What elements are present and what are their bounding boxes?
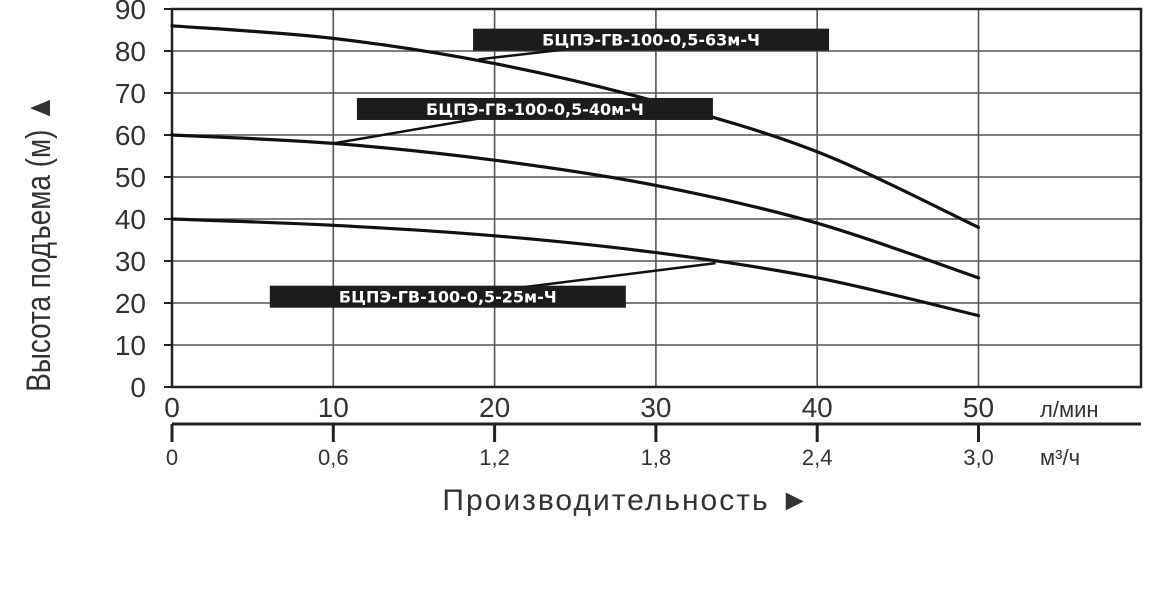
y-tick-label: 30 [115,246,146,277]
x-axis-label: Производительность ► [442,484,811,517]
y-tick-label: 80 [115,36,146,67]
y-tick-label: 70 [115,78,146,109]
curves [170,24,981,318]
x-tick-label-secondary: 2,4 [802,445,833,470]
series-label-1: БЦПЭ-ГВ-100-0,5-63м-Ч [542,31,760,50]
y-tick-label: 10 [115,330,146,361]
x-tick-label-primary: 10 [318,392,349,423]
plot-border [170,7,1143,389]
series-labels: БЦПЭ-ГВ-100-0,5-63м-Ч БЦПЭ-ГВ-100-0,5-40м… [269,28,830,308]
x-tick-label-secondary: 3,0 [963,445,994,470]
x-tick-label-primary: 20 [479,392,510,423]
x-tick-label-primary: 0 [164,392,180,423]
series-label-3: БЦПЭ-ГВ-100-0,5-25м-Ч [339,288,557,307]
x-tick-label-primary: 40 [802,392,833,423]
grid [172,9,1141,387]
x-tick-label-secondary: 1,2 [479,445,510,470]
x-tick-label-secondary: 0,6 [318,445,349,470]
series-label-2: БЦПЭ-ГВ-100-0,5-40м-Ч [426,100,644,119]
y-tick-labels: 0 10 20 30 40 50 60 70 80 90 [115,0,146,403]
series-label-box-3 [269,285,626,308]
y-tick-label: 40 [115,204,146,235]
x-unit-secondary: м³/ч [1040,445,1080,470]
y-tick-label: 60 [115,120,146,151]
curve-series-3 [170,217,981,318]
x-unit-primary: л/мин [1040,397,1099,422]
x-tick-label-primary: 30 [640,392,671,423]
y-axis-label: Высота подъема (м) ▲ [19,94,57,391]
y-tick-label: 50 [115,162,146,193]
series-label-box-2 [356,97,713,120]
x-tick-label-secondary: 0 [166,445,178,470]
x-tick-labels-secondary: 0 0,6 1,2 1,8 2,4 3,0 [166,445,994,470]
y-tick-label: 20 [115,288,146,319]
curve-series-2 [170,133,981,280]
curve-series-1 [170,24,981,229]
plot-frame [164,7,1143,442]
y-tick-label: 90 [115,0,146,25]
y-tick-label: 0 [130,372,146,403]
x-tick-labels-primary: 0 10 20 30 40 50 [164,392,994,423]
x-tick-label-primary: 50 [963,392,994,423]
x-tick-label-secondary: 1,8 [641,445,672,470]
series-label-box-1 [473,28,830,51]
